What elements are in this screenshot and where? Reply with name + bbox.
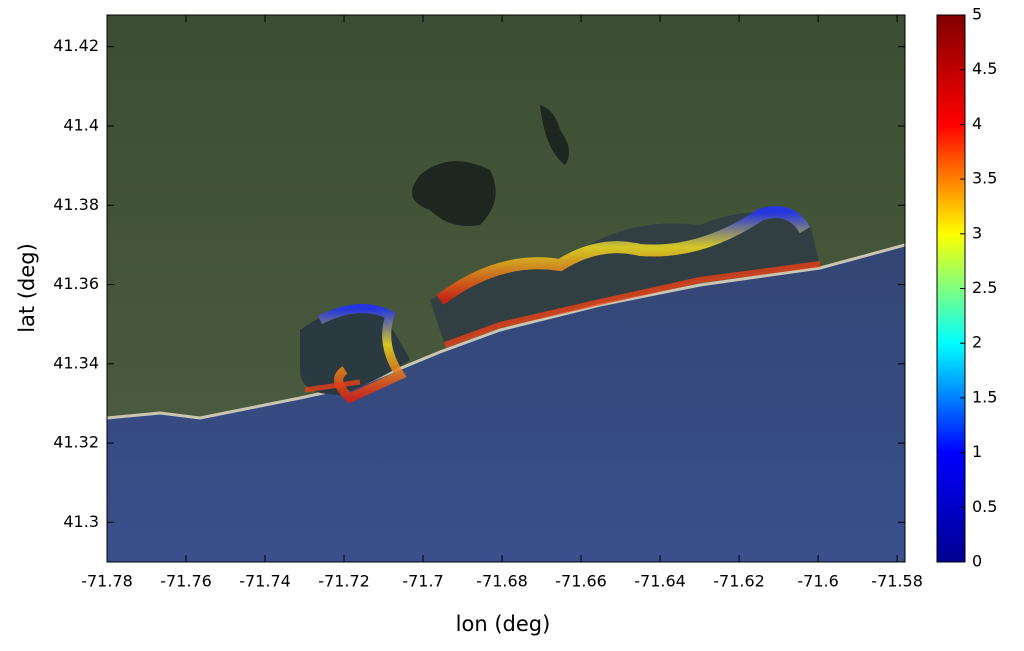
- colorbar-tick-label: 2: [972, 333, 982, 352]
- x-tick-label: -71.76: [160, 572, 212, 591]
- plot-frame: [106, 14, 906, 563]
- y-tick-label: 41.4: [63, 115, 99, 134]
- satellite-image: [107, 15, 905, 562]
- y-tick-label: 41.3: [63, 512, 99, 531]
- colorbar-tick-label: 4: [972, 114, 982, 133]
- colorbar-tick-label: 0: [972, 552, 982, 571]
- x-tick-label: -71.7: [402, 572, 443, 591]
- x-tick-label: -71.74: [239, 572, 291, 591]
- y-tick-label: 41.36: [53, 274, 99, 293]
- colorbar-tick-label: 3: [972, 223, 982, 242]
- x-tick-label: -71.78: [81, 572, 133, 591]
- y-tick-label: 41.34: [53, 353, 99, 372]
- colorbar-tick-label: 5: [972, 5, 982, 24]
- x-tick-label: -71.72: [318, 572, 370, 591]
- colorbar-tick-label: 0.5: [972, 497, 997, 516]
- x-tick-label: -71.68: [476, 572, 528, 591]
- colorbar-tick-label: 3.5: [972, 169, 997, 188]
- y-tick-label: 41.42: [53, 36, 99, 55]
- x-tick-label: -71.6: [797, 572, 838, 591]
- x-axis-label: lon (deg): [456, 612, 551, 636]
- y-tick-label: 41.38: [53, 195, 99, 214]
- x-tick-label: -71.66: [555, 572, 607, 591]
- y-axis-label: lat (deg): [15, 243, 39, 333]
- colorbar-tick-label: 1.5: [972, 387, 997, 406]
- y-tick-label: 41.32: [53, 433, 99, 452]
- colorbar-tick-label: 1: [972, 442, 982, 461]
- x-tick-label: -71.64: [634, 572, 686, 591]
- colorbar-tick-label: 2.5: [972, 278, 997, 297]
- x-tick-label: -71.62: [713, 572, 765, 591]
- colorbar-tick-label: 4.5: [972, 59, 997, 78]
- x-tick-label: -71.58: [871, 572, 923, 591]
